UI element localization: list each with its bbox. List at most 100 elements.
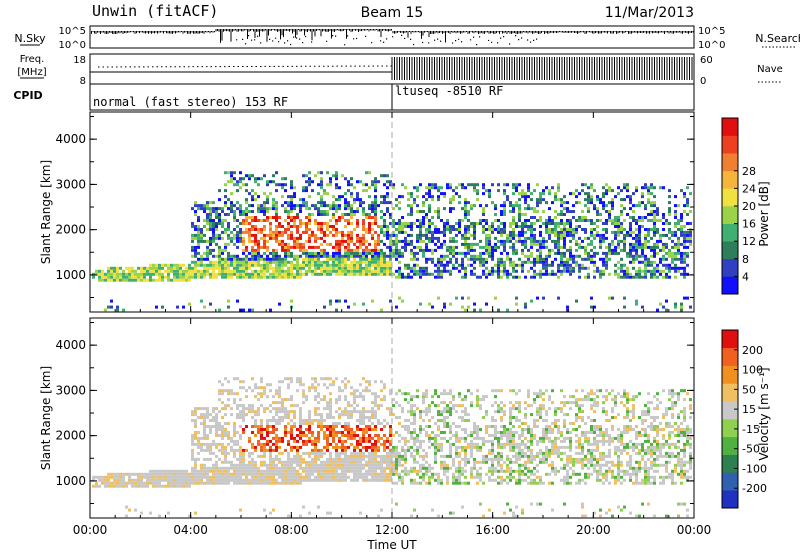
heatmap-cell <box>221 225 224 228</box>
heatmap-cell <box>644 257 647 261</box>
heatmap-cell <box>233 260 236 264</box>
heatmap-cell <box>323 463 326 467</box>
heatmap-cell <box>263 251 266 255</box>
heatmap-cell <box>407 445 410 449</box>
heatmap-cell <box>413 269 416 273</box>
heatmap-cell <box>482 213 485 216</box>
heatmap-cell <box>404 263 407 267</box>
heatmap-cell <box>302 266 305 270</box>
heatmap-cell <box>362 466 365 470</box>
heatmap-cell <box>296 260 299 264</box>
heatmap-cell <box>602 222 605 225</box>
heatmap-cell <box>419 210 422 213</box>
heatmap-cell <box>305 189 308 193</box>
heatmap-cell <box>266 463 269 467</box>
heatmap-cell <box>305 204 308 208</box>
heatmap-cell <box>404 425 407 428</box>
heatmap-cell <box>206 222 209 225</box>
heatmap-cell <box>317 192 320 196</box>
heatmap-cell <box>671 245 674 249</box>
heatmap-cell <box>281 263 284 267</box>
heatmap-cell <box>593 269 596 273</box>
heatmap-cell <box>194 251 197 255</box>
heatmap-cell <box>563 239 566 243</box>
heatmap-cell <box>200 442 203 446</box>
heatmap-cell <box>665 251 668 255</box>
heatmap-cell <box>134 481 137 485</box>
heatmap-cell <box>425 228 428 231</box>
heatmap-cell <box>314 469 317 473</box>
heatmap-cell <box>461 469 464 473</box>
heatmap-cell <box>299 413 302 417</box>
heatmap-cell <box>497 219 500 222</box>
heatmap-cell <box>206 239 209 243</box>
heatmap-cell <box>389 389 392 393</box>
heatmap-cell <box>395 269 398 273</box>
heatmap-cell <box>617 275 620 279</box>
heatmap-cell <box>260 392 263 396</box>
heatmap-cell <box>347 245 350 249</box>
heatmap-cell <box>326 445 329 449</box>
heatmap-cell <box>131 478 134 482</box>
heatmap-cell <box>110 266 113 270</box>
heatmap-cell <box>335 248 338 252</box>
heatmap-cell <box>266 395 269 399</box>
heatmap-cell <box>416 448 419 452</box>
heatmap-cell <box>506 251 509 255</box>
heatmap-cell <box>446 222 449 225</box>
heatmap-cell <box>380 472 383 476</box>
heatmap-cell <box>317 413 320 417</box>
heatmap-cell <box>368 213 371 216</box>
heatmap-cell <box>449 257 452 261</box>
heatmap-cell <box>266 425 269 428</box>
heatmap-cell <box>311 434 314 437</box>
heatmap-cell <box>602 251 605 255</box>
heatmap-cell <box>209 236 212 240</box>
heatmap-cell <box>374 460 377 464</box>
heatmap-cell <box>374 254 377 258</box>
heatmap-cell <box>140 266 143 270</box>
heatmap-cell <box>632 216 635 219</box>
heatmap-cell <box>383 266 386 270</box>
heatmap-cell <box>179 472 182 476</box>
heatmap-cell <box>194 425 197 428</box>
heatmap-cell <box>308 207 311 211</box>
heatmap-cell <box>269 466 272 470</box>
heatmap-cell <box>353 457 356 461</box>
heatmap-cell <box>647 228 650 231</box>
heatmap-cell <box>269 469 272 473</box>
heatmap-cell <box>431 236 434 240</box>
heatmap-cell <box>326 213 329 216</box>
heatmap-cell <box>527 236 530 240</box>
heatmap-cell <box>617 251 620 255</box>
heatmap-cell <box>608 272 611 276</box>
heatmap-cell <box>260 436 263 440</box>
heatmap-cell <box>98 269 101 273</box>
heatmap-cell <box>419 466 422 470</box>
heatmap-cell <box>392 225 395 228</box>
heatmap-cell <box>365 425 368 428</box>
heatmap-cell <box>404 266 407 270</box>
heatmap-cell <box>416 395 419 399</box>
heatmap-cell <box>287 201 290 205</box>
heatmap-cell <box>677 204 680 208</box>
heatmap-cell <box>152 475 155 479</box>
heatmap-cell <box>413 272 416 276</box>
heatmap-cell <box>317 257 320 261</box>
heatmap-cell <box>512 216 515 219</box>
heatmap-cell <box>620 269 623 273</box>
heatmap-cell <box>542 192 545 196</box>
heatmap-cell <box>329 407 332 411</box>
heatmap-cell <box>347 251 350 255</box>
heatmap-cell <box>152 263 155 267</box>
heatmap-cell <box>416 263 419 267</box>
heatmap-cell <box>530 260 533 264</box>
heatmap-cell <box>311 269 314 273</box>
heatmap-cell <box>488 189 491 193</box>
heatmap-cell <box>338 263 341 267</box>
heatmap-cell <box>275 228 278 231</box>
heatmap-cell <box>371 478 374 482</box>
heatmap-cell <box>227 460 230 464</box>
heatmap-cell <box>386 228 389 231</box>
heatmap-cell <box>503 245 506 249</box>
